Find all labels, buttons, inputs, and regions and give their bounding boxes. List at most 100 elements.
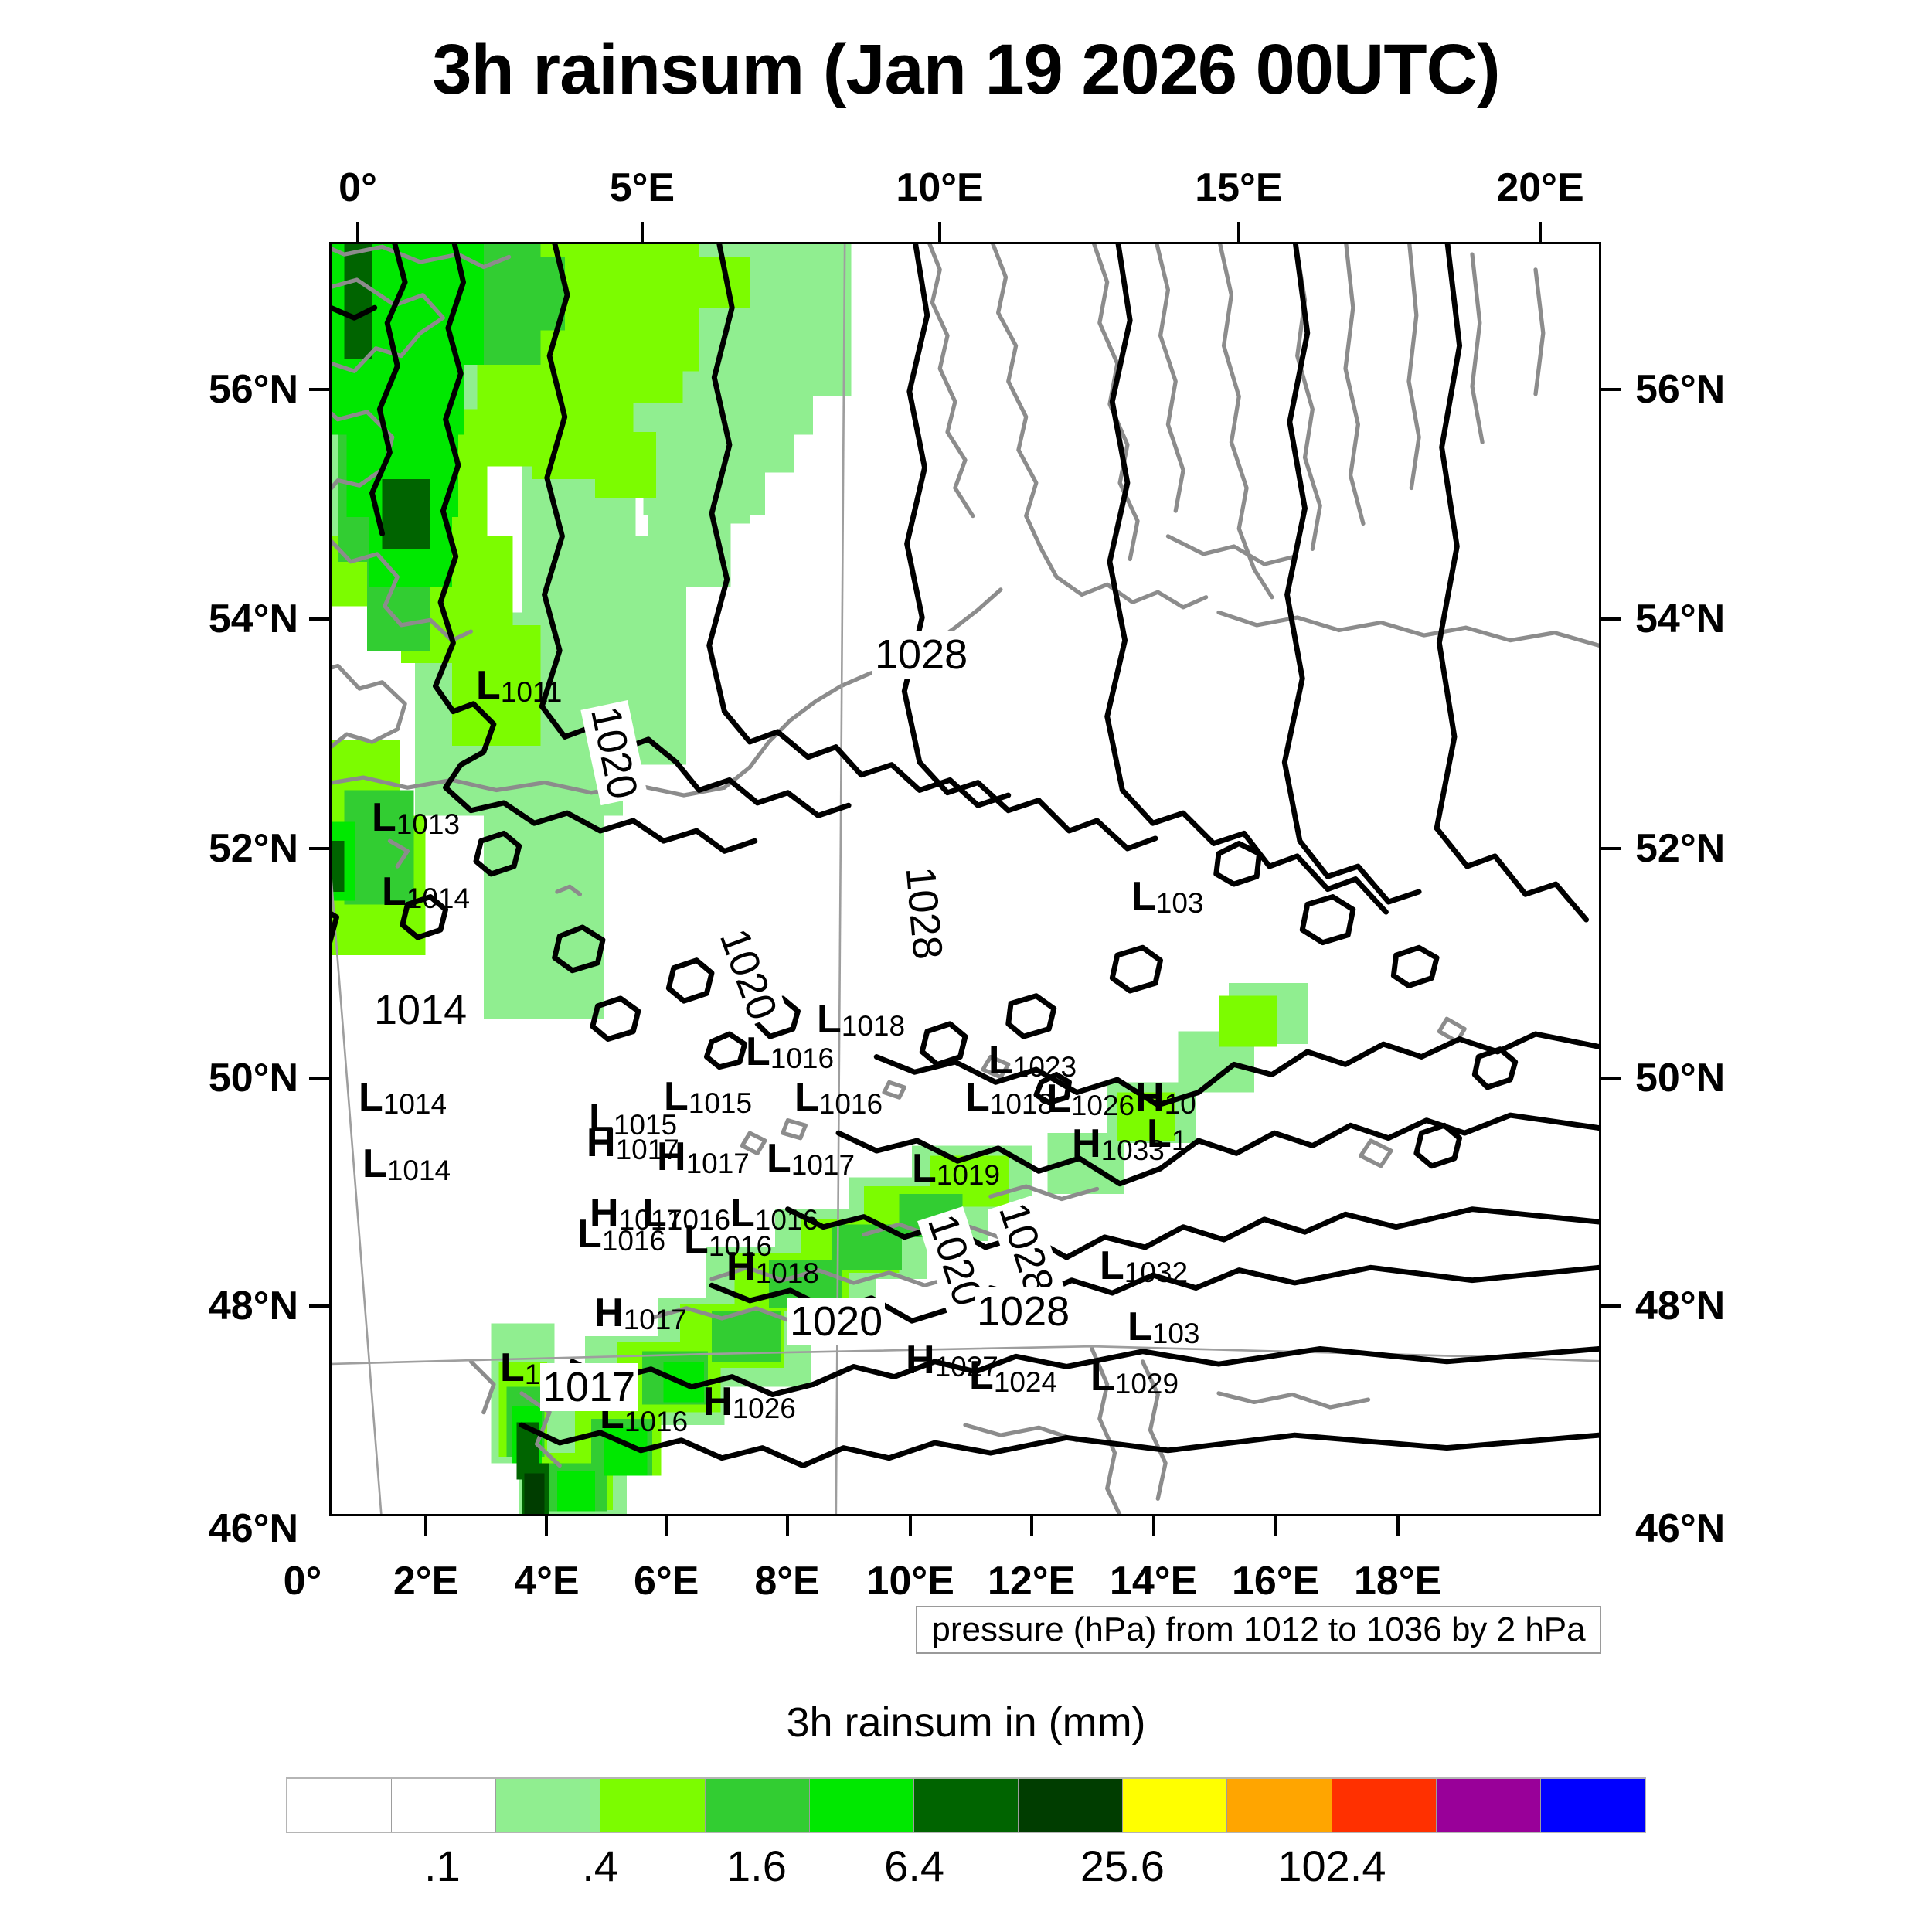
pressure-low-marker: L1011 (476, 663, 563, 708)
pressure-low-marker: L1014 (359, 1075, 447, 1120)
axis-tick (424, 1516, 428, 1536)
colorbar-tick-label: .1 (424, 1842, 461, 1890)
pressure-low-marker: L1016 (577, 1212, 666, 1257)
colorbar-segment[interactable] (496, 1779, 601, 1832)
bottom-axis-label: 2°E (393, 1559, 459, 1604)
pressure-low-marker: L1016 (794, 1075, 883, 1120)
map-plot-area[interactable]: L1011 L1013 L1014 L1014 L1014 L1015 L1015 L1016… (329, 242, 1601, 1516)
pressure-low-marker: L1014 (362, 1141, 451, 1186)
axis-tick (1274, 1516, 1277, 1536)
colorbar-segment[interactable] (1436, 1779, 1541, 1832)
colorbar-segment[interactable] (913, 1779, 1019, 1832)
top-axis-label: 0° (338, 165, 377, 210)
pressure-low-marker: L1019 (912, 1146, 1001, 1191)
colorbar-segment[interactable] (1540, 1779, 1645, 1832)
left-axis-label: 56°N (208, 367, 298, 413)
top-axis-label: 15°E (1195, 165, 1283, 210)
right-axis-label: 46°N (1635, 1506, 1726, 1552)
pressure-high-marker: H1033 (1072, 1121, 1165, 1166)
pressure-high-marker: H1017 (590, 1191, 682, 1236)
map-canvas (332, 244, 1599, 1514)
pressure-low-marker: L1026 (1046, 1077, 1135, 1121)
top-axis-label: 5°E (609, 165, 675, 210)
colorbar[interactable] (286, 1777, 1646, 1833)
axis-tick (1601, 617, 1621, 621)
pressure-low-marker: L1016 (746, 1029, 835, 1074)
pressure-low-marker: L103 (1131, 874, 1204, 919)
axis-tick (909, 1516, 913, 1536)
right-axis-label: 48°N (1635, 1283, 1726, 1328)
colorbar-segment[interactable] (1332, 1779, 1437, 1832)
bottom-axis-label: 10°E (866, 1559, 954, 1604)
axis-tick (1151, 1516, 1155, 1536)
left-axis-label: 54°N (208, 597, 298, 642)
colorbar-tick-label: 102.4 (1277, 1842, 1386, 1890)
pressure-low-marker: L1016 (730, 1191, 819, 1236)
left-axis-label: 50°N (208, 1055, 298, 1100)
bottom-axis-label: 18°E (1353, 1559, 1442, 1604)
left-axis-label: 52°N (208, 825, 298, 871)
axis-tick (1538, 222, 1542, 242)
pressure-low-marker: L1 (1147, 1111, 1188, 1156)
pressure-low-marker: L1024 (969, 1353, 1058, 1398)
pressure-low-marker: L1016 (684, 1217, 773, 1262)
axis-tick (1601, 846, 1621, 850)
axis-tick (1601, 1304, 1621, 1308)
colorbar-segment[interactable] (1019, 1779, 1124, 1832)
pressure-low-marker: L1013 (372, 795, 461, 840)
axis-tick (1396, 1516, 1400, 1536)
colorbar-title: 3h rainsum in (mm) (786, 1699, 1146, 1746)
contour-value-label: 1017 (540, 1363, 638, 1411)
contour-value-label: 1014 (372, 986, 470, 1034)
pressure-high-marker: H1017 (587, 1121, 679, 1165)
left-axis-label: 48°N (208, 1283, 298, 1328)
axis-tick (785, 1516, 789, 1536)
contour-value-label: 1028 (872, 631, 971, 679)
colorbar-tick-label: 25.6 (1080, 1842, 1165, 1890)
bottom-axis-label: 8°E (754, 1559, 820, 1604)
axis-tick (309, 1076, 329, 1080)
contour-value-label: 1028 (896, 862, 952, 964)
right-axis-label: 50°N (1635, 1055, 1726, 1100)
colorbar-segment[interactable] (705, 1779, 810, 1832)
pressure-high-marker: H1026 (703, 1379, 796, 1424)
pressure-legend-box: pressure (hPa) from 1012 to 1036 by 2 hP… (916, 1606, 1601, 1654)
right-axis-label: 52°N (1635, 825, 1726, 871)
pressure-low-marker: L1018 (817, 997, 906, 1042)
colorbar-segment[interactable] (287, 1779, 393, 1832)
pressure-low-marker: L1023 (988, 1038, 1077, 1083)
axis-tick (1236, 222, 1240, 242)
pressure-low-marker: L1032 (1100, 1243, 1189, 1288)
left-axis-label: 46°N (208, 1506, 298, 1552)
bottom-axis-label: 12°E (987, 1559, 1076, 1604)
right-axis-label: 54°N (1635, 597, 1726, 642)
contour-value-label: 1020 (787, 1298, 886, 1345)
pressure-high-marker: H1017 (657, 1134, 750, 1179)
pressure-legend-text: pressure (hPa) from 1012 to 1036 by 2 hP… (931, 1611, 1586, 1648)
pressure-low-marker: L1018 (965, 1075, 1054, 1120)
colorbar-segment[interactable] (392, 1779, 497, 1832)
pressure-low-marker: L1015 (664, 1074, 753, 1119)
page-title: 3h rainsum (Jan 19 2026 00UTC) (432, 30, 1500, 109)
colorbar-segment[interactable] (1123, 1779, 1228, 1832)
axis-tick (309, 617, 329, 621)
axis-tick (356, 222, 360, 242)
colorbar-segment[interactable] (600, 1779, 706, 1832)
colorbar-segment[interactable] (809, 1779, 914, 1832)
pressure-high-marker: H1017 (594, 1291, 687, 1335)
pressure-low-marker: L103 (1128, 1304, 1200, 1349)
axis-tick (545, 1516, 549, 1536)
pressure-high-marker: H1018 (726, 1244, 819, 1289)
colorbar-segment[interactable] (1227, 1779, 1332, 1832)
axis-tick (938, 222, 942, 242)
top-axis-label: 10°E (896, 165, 984, 210)
pressure-low-marker: L1015 (589, 1096, 678, 1141)
bottom-axis-label: 16°E (1231, 1559, 1320, 1604)
pressure-low-marker: L1016 (642, 1191, 731, 1236)
axis-tick (1029, 1516, 1033, 1536)
right-axis-label: 56°N (1635, 367, 1726, 413)
axis-tick (309, 846, 329, 850)
bottom-axis-label: 4°E (514, 1559, 580, 1604)
pressure-low-marker: L1029 (1090, 1355, 1179, 1400)
